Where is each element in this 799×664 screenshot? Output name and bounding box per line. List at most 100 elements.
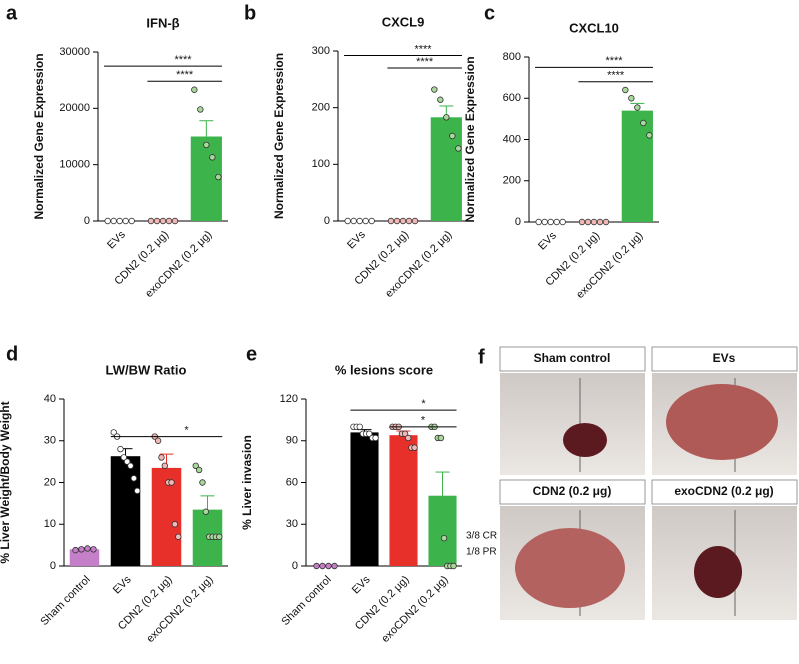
data-point — [399, 217, 407, 225]
data-point — [319, 562, 326, 570]
bar — [430, 117, 462, 221]
y-tick-label: 0 — [324, 215, 330, 227]
photo — [500, 373, 645, 475]
data-point — [117, 445, 124, 453]
panel-label: e — [246, 343, 257, 365]
x-tick-label: EVs — [111, 573, 134, 596]
significance-label: **** — [607, 70, 625, 82]
data-point — [192, 462, 199, 469]
y-axis-label: Normalized Gene Expression — [272, 53, 286, 219]
data-point — [455, 145, 462, 152]
y-tick-label: 200 — [503, 175, 521, 187]
data-point — [411, 217, 419, 225]
y-tick-label: 40 — [44, 393, 56, 405]
data-point — [78, 546, 85, 553]
data-point — [216, 533, 223, 540]
data-point — [356, 423, 363, 431]
data-point — [431, 86, 438, 93]
data-point — [640, 119, 647, 127]
data-point — [350, 217, 357, 225]
bar — [389, 435, 418, 566]
y-axis-label: % Liver Weight/Body Weight — [0, 401, 12, 563]
y-tick-label: 0 — [515, 216, 521, 228]
data-point — [158, 454, 165, 461]
data-point — [199, 479, 206, 486]
liver — [666, 384, 778, 460]
data-point — [405, 217, 413, 225]
chart-title: CXCL10 — [569, 20, 619, 35]
data-point — [110, 429, 117, 436]
data-point — [622, 86, 629, 94]
data-point — [602, 218, 610, 226]
data-point — [171, 521, 179, 528]
data-point — [104, 217, 111, 225]
data-point — [559, 218, 566, 226]
data-point — [437, 434, 445, 442]
photo-grid: Sham control EVs CDN2 (0.2 μg) exoCDN2 (… — [499, 346, 798, 620]
data-point — [596, 218, 604, 226]
data-point — [449, 132, 456, 140]
data-point — [646, 132, 653, 139]
x-tick-label: EVs — [350, 573, 373, 596]
panel-label: b — [244, 2, 256, 24]
y-tick-label: 0 — [292, 560, 298, 572]
data-point — [154, 437, 162, 444]
x-tick-label: Sham control — [38, 574, 92, 628]
data-point — [541, 218, 548, 226]
chart-title: CXCL9 — [382, 14, 425, 29]
y-tick-label: 20 — [44, 476, 56, 488]
data-point — [120, 454, 128, 461]
data-point — [313, 562, 320, 570]
photo-caption: Sham control — [534, 351, 611, 365]
y-tick-label: 30000 — [59, 46, 90, 58]
y-tick-label: 600 — [503, 92, 521, 104]
y-tick-label: 0 — [84, 215, 90, 227]
y-tick-label: 60 — [286, 476, 298, 488]
x-tick-label: exoCDN2 (0.2 μg) — [379, 574, 450, 645]
data-point — [147, 217, 155, 225]
data-point — [203, 141, 210, 149]
chart-title: % lesions score — [335, 362, 433, 377]
significance-label: **** — [174, 54, 192, 66]
data-point — [553, 218, 560, 226]
data-point — [405, 434, 412, 442]
data-point — [450, 562, 457, 570]
data-point — [356, 217, 363, 225]
data-point — [197, 106, 204, 113]
caption-box — [499, 346, 646, 372]
significance-label: * — [184, 424, 189, 436]
data-point — [165, 217, 173, 225]
data-point — [437, 96, 444, 103]
data-point — [578, 218, 586, 226]
bar — [350, 432, 379, 566]
data-point — [209, 154, 216, 161]
significance-label: * — [421, 415, 426, 427]
y-tick-label: 0 — [50, 560, 56, 572]
panel-label: d — [6, 343, 18, 365]
y-axis-label: % Liver invasion — [240, 435, 254, 530]
data-point — [127, 462, 134, 469]
y-tick-label: 10 — [44, 518, 56, 530]
data-point — [153, 217, 161, 225]
y-tick-label: 10000 — [59, 159, 90, 171]
y-tick-label: 200 — [312, 102, 330, 114]
x-tick-label: Sham control — [279, 574, 333, 628]
data-point — [387, 217, 395, 225]
caption-box — [651, 346, 798, 372]
y-axis-label: Normalized Gene Expression — [463, 56, 477, 222]
data-point — [535, 218, 542, 226]
data-point — [128, 217, 135, 225]
y-tick-label: 90 — [286, 435, 298, 447]
liver — [515, 528, 625, 608]
annotation: 3/8 CR — [466, 531, 497, 542]
panel-label: f — [478, 346, 485, 368]
significance-label: **** — [176, 69, 194, 81]
data-point — [362, 217, 369, 225]
data-point — [325, 562, 332, 570]
data-point — [171, 217, 179, 225]
chart-title: IFN-β — [146, 15, 179, 30]
data-point — [159, 217, 167, 225]
data-point — [344, 217, 351, 225]
data-point — [372, 434, 379, 442]
